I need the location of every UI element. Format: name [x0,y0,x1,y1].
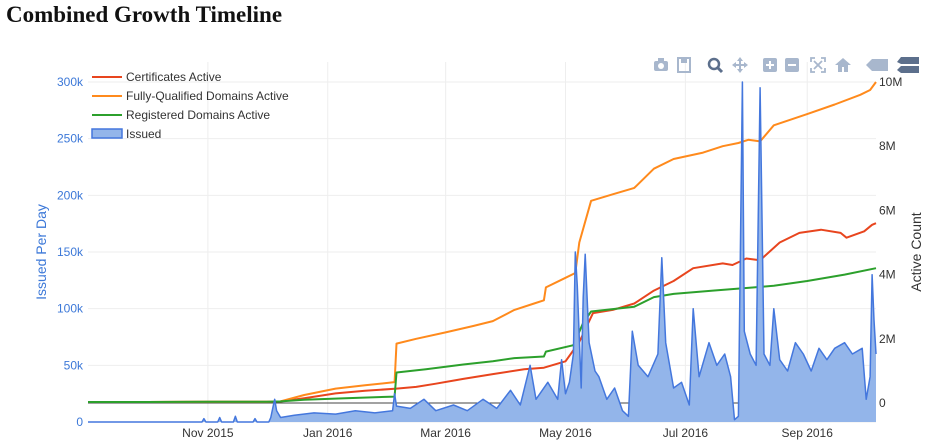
series-line-fully-qualified-domains-active[interactable] [88,81,877,403]
y2-tick-label: 0 [879,396,886,410]
legend-label: Fully-Qualified Domains Active [126,89,289,103]
camera-icon[interactable] [654,58,668,71]
zoom-out-icon[interactable] [785,58,799,72]
page-title: Combined Growth Timeline [6,2,283,27]
legend-item[interactable]: Certificates Active [92,70,222,84]
autoscale-frame [810,57,826,73]
autoscale-icon[interactable] [810,57,826,73]
hover-closest-tag [866,59,888,71]
y2-tick-label: 8M [879,139,896,153]
y-tick-label: 100k [57,302,84,316]
legend-swatch [91,128,123,139]
y-tick-label: 250k [57,132,84,146]
zoom-in-plus [766,61,774,69]
hover-compare-tag-top [897,57,919,64]
y-tick-label: 150k [57,245,84,259]
save-outline [677,57,691,73]
camera-lens [658,63,664,69]
series-area-issued[interactable] [88,82,876,422]
save-icon[interactable] [677,57,691,73]
legend-label: Certificates Active [126,70,222,84]
legend[interactable]: Certificates Active Fully-Qualified Domai… [91,70,289,141]
legend-item[interactable]: Issued [91,127,161,141]
zoom-glass [707,57,721,71]
home-icon[interactable] [835,58,851,72]
y2-tick-label: 10M [879,75,902,89]
x-tick-label: Mar 2016 [420,426,471,440]
series-line-issued[interactable] [88,81,877,423]
save-label [681,59,687,63]
y2-tick-label: 6M [879,203,896,217]
pan-icon[interactable] [732,57,748,73]
y-tick-label: 50k [64,358,84,372]
legend-item[interactable]: Fully-Qualified Domains Active [92,89,289,103]
zoom-handle [716,66,724,74]
x-tick-label: Jul 2016 [663,426,709,440]
zoom-icon[interactable] [707,57,724,74]
y-axis-title: Issued Per Day [33,204,49,300]
hover-compare-tag-bottom [897,66,919,73]
home-shape [835,58,851,72]
zoom-in-icon[interactable] [763,58,777,72]
hover-compare-icon[interactable] [897,57,919,73]
plot-area[interactable] [88,81,877,423]
camera-top [658,58,664,62]
y2-tick-label: 2M [879,332,896,346]
y2-tick-label: 4M [879,268,896,282]
x-tick-label: Sep 2016 [782,426,834,440]
x-tick-label: Jan 2016 [303,426,353,440]
legend-item[interactable]: Registered Domains Active [92,108,270,122]
modebar[interactable] [654,57,919,74]
axes: Nov 2015 Jan 2016 Mar 2016 May 2016 Jul 2016… [33,75,924,440]
x-tick-label: May 2016 [539,426,592,440]
hover-closest-icon[interactable] [866,59,888,71]
y-tick-label: 200k [57,188,84,202]
y-tick-label: 300k [57,75,84,89]
pan-arrows [732,57,748,73]
y2-axis-title: Active Count [908,212,924,291]
x-tick-label: Nov 2015 [182,426,234,440]
y-tick-label: 0 [76,415,83,429]
legend-label: Registered Domains Active [126,108,270,122]
legend-label: Issued [126,127,161,141]
series-line-certificates-active[interactable] [88,222,877,403]
